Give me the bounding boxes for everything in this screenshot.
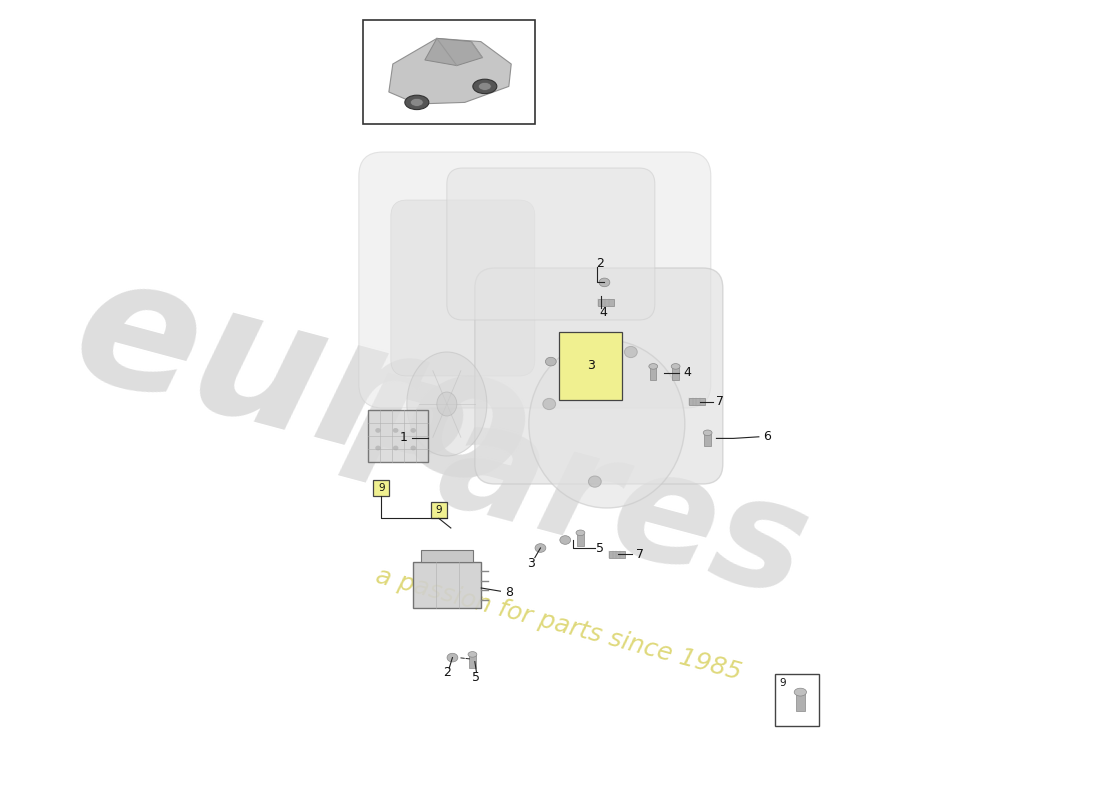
- Text: 2: 2: [596, 257, 604, 270]
- Bar: [363, 20, 535, 124]
- Text: euro: euro: [56, 239, 550, 529]
- Ellipse shape: [649, 363, 658, 370]
- Text: 2: 2: [443, 666, 451, 679]
- Text: 7: 7: [716, 395, 725, 408]
- Polygon shape: [388, 38, 512, 104]
- Bar: [704, 434, 711, 446]
- Ellipse shape: [393, 446, 398, 450]
- Ellipse shape: [588, 476, 602, 487]
- Ellipse shape: [410, 428, 416, 433]
- Text: 6: 6: [763, 430, 771, 443]
- Text: 3: 3: [527, 557, 535, 570]
- Ellipse shape: [703, 430, 712, 435]
- Text: 5: 5: [596, 542, 604, 554]
- Ellipse shape: [437, 392, 456, 416]
- Ellipse shape: [405, 95, 429, 110]
- Text: 4: 4: [683, 366, 691, 379]
- Ellipse shape: [529, 340, 685, 508]
- FancyBboxPatch shape: [390, 200, 535, 376]
- Bar: [690, 398, 705, 405]
- Bar: [431, 502, 447, 518]
- Bar: [470, 655, 475, 668]
- Ellipse shape: [542, 398, 556, 410]
- FancyBboxPatch shape: [359, 152, 711, 408]
- Text: 7: 7: [636, 548, 644, 561]
- Bar: [368, 410, 428, 462]
- Text: 5: 5: [472, 671, 481, 684]
- Text: 9: 9: [378, 483, 385, 493]
- Text: 1: 1: [399, 431, 408, 444]
- Ellipse shape: [375, 428, 381, 433]
- Ellipse shape: [410, 98, 424, 106]
- Ellipse shape: [546, 358, 557, 366]
- FancyBboxPatch shape: [447, 168, 654, 320]
- Ellipse shape: [535, 544, 546, 552]
- Bar: [598, 298, 614, 306]
- Text: a passion for parts since 1985: a passion for parts since 1985: [373, 563, 745, 685]
- Ellipse shape: [473, 79, 497, 94]
- Bar: [421, 550, 473, 562]
- Bar: [609, 550, 625, 558]
- Ellipse shape: [478, 82, 492, 90]
- Bar: [373, 480, 389, 496]
- Ellipse shape: [393, 428, 398, 433]
- Ellipse shape: [468, 651, 476, 658]
- Ellipse shape: [576, 530, 585, 536]
- Ellipse shape: [671, 363, 680, 370]
- Ellipse shape: [375, 446, 381, 450]
- Text: Pares: Pares: [326, 362, 824, 630]
- Ellipse shape: [625, 346, 637, 358]
- Bar: [414, 562, 481, 608]
- Polygon shape: [425, 38, 483, 66]
- Ellipse shape: [794, 688, 806, 696]
- Bar: [672, 367, 679, 380]
- FancyBboxPatch shape: [475, 268, 723, 484]
- Bar: [774, 674, 818, 726]
- Bar: [578, 534, 584, 546]
- Bar: [796, 694, 805, 711]
- Text: 4: 4: [600, 306, 607, 319]
- Ellipse shape: [410, 446, 416, 450]
- Ellipse shape: [600, 278, 609, 286]
- Text: 9: 9: [780, 678, 786, 688]
- Ellipse shape: [447, 654, 458, 662]
- Text: 8: 8: [505, 586, 514, 599]
- Ellipse shape: [407, 352, 487, 456]
- Ellipse shape: [560, 536, 571, 544]
- Text: 9: 9: [436, 506, 442, 515]
- Bar: [650, 367, 657, 380]
- Text: 3: 3: [587, 359, 595, 372]
